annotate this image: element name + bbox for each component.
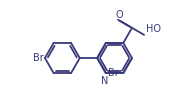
Text: Br: Br bbox=[108, 68, 119, 78]
Text: N: N bbox=[101, 76, 109, 86]
Text: O: O bbox=[115, 10, 123, 20]
Text: HO: HO bbox=[146, 24, 161, 34]
Text: Br: Br bbox=[33, 53, 43, 63]
